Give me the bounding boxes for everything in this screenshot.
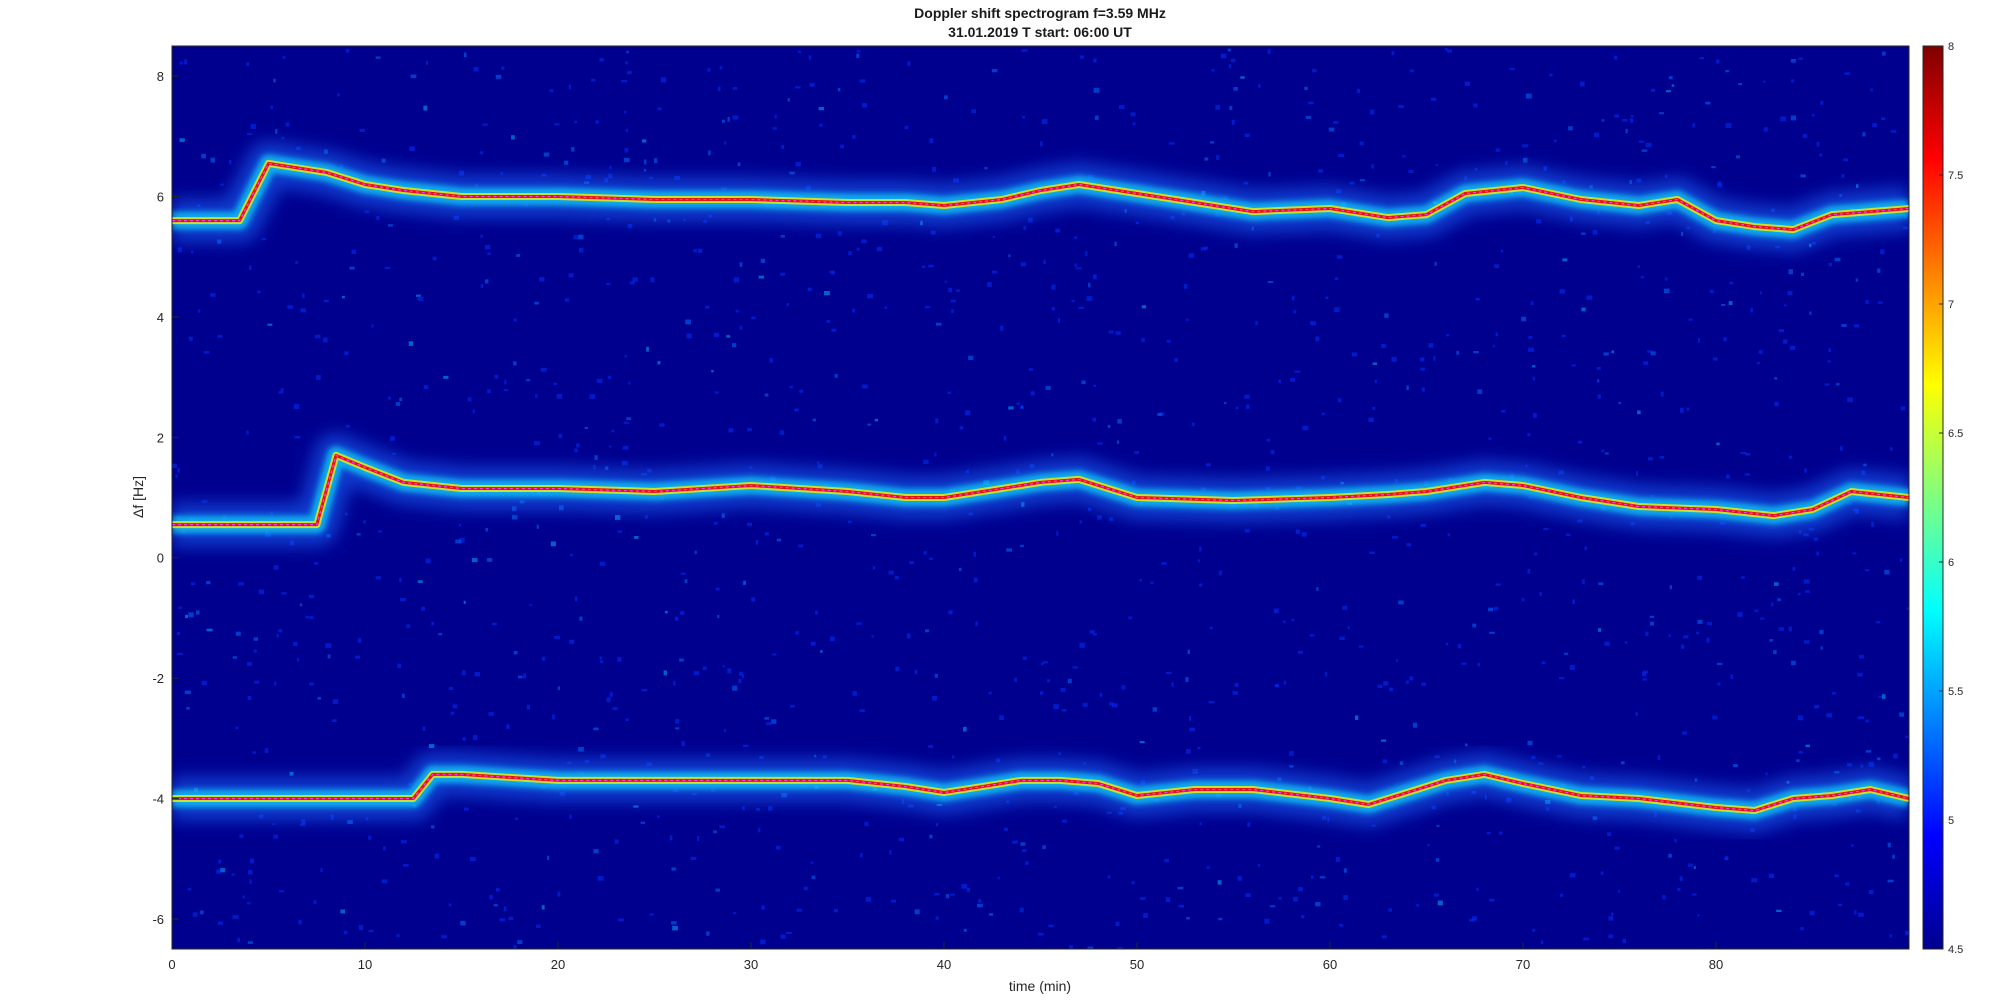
x-tick-label: 10 bbox=[358, 957, 372, 972]
colorbar-tick-label: 8 bbox=[1948, 41, 1954, 53]
colorbar-tick-label: 6 bbox=[1948, 557, 1954, 569]
x-tick-label: 30 bbox=[744, 957, 758, 972]
y-tick-label: -4 bbox=[152, 792, 164, 807]
colorbar-tick-label: 5 bbox=[1948, 815, 1954, 827]
x-tick-label: 60 bbox=[1323, 957, 1337, 972]
colorbar-tick-label: 6.5 bbox=[1948, 428, 1963, 440]
x-tick-label: 80 bbox=[1709, 957, 1723, 972]
colorbar-tick-label: 5.5 bbox=[1948, 686, 1963, 698]
x-tick-label: 70 bbox=[1516, 957, 1530, 972]
colorbar-tick-label: 4.5 bbox=[1948, 944, 1963, 956]
colorbar bbox=[1922, 45, 1944, 950]
y-tick-label: 0 bbox=[157, 551, 164, 566]
trace-fit-line bbox=[172, 454, 1909, 526]
y-tick-label: 8 bbox=[157, 69, 164, 84]
x-tick-label: 0 bbox=[168, 957, 175, 972]
y-axis: -6 -4 -2 0 2 4 6 8 bbox=[152, 69, 179, 927]
chart-title: Doppler shift spectrogram f=3.59 MHz bbox=[914, 5, 1166, 21]
chart-subtitle: 31.01.2019 T start: 06:00 UT bbox=[948, 24, 1132, 40]
x-tick-label: 20 bbox=[551, 957, 565, 972]
y-tick-label: -2 bbox=[152, 671, 164, 686]
x-axis-label: time (min) bbox=[1009, 978, 1071, 994]
y-tick-label: -6 bbox=[152, 912, 164, 927]
signal-traces bbox=[172, 141, 1909, 833]
trace-fit-line bbox=[172, 162, 1909, 231]
colorbar-ticks: 4.5 5 5.5 6 6.5 7 7.5 8 bbox=[1939, 41, 1963, 956]
y-axis-label: Δf [Hz] bbox=[130, 476, 146, 518]
y-tick-label: 6 bbox=[157, 190, 164, 205]
y-tick-label: 2 bbox=[157, 430, 164, 445]
colorbar-tick-label: 7.5 bbox=[1948, 170, 1963, 182]
trace-fit-line bbox=[172, 773, 1909, 812]
x-tick-label: 50 bbox=[1130, 957, 1144, 972]
x-tick-label: 40 bbox=[937, 957, 951, 972]
x-axis: 0 10 20 30 40 50 60 70 80 bbox=[168, 942, 1723, 972]
plot-frame bbox=[171, 45, 1910, 950]
colorbar-tick-label: 7 bbox=[1948, 299, 1954, 311]
y-tick-label: 4 bbox=[157, 310, 164, 325]
